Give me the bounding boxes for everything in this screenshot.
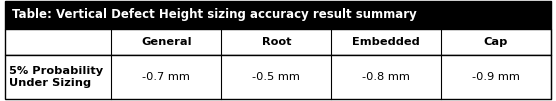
Text: General: General (141, 37, 192, 47)
Text: -0.7 mm: -0.7 mm (142, 72, 190, 82)
Bar (5, 1, 551, 29)
Text: Table: Vertical Defect Height sizing accuracy result summary: Table: Vertical Defect Height sizing acc… (12, 8, 416, 21)
Text: Root: Root (261, 37, 291, 47)
Text: Cap: Cap (484, 37, 508, 47)
Text: Embedded: Embedded (353, 37, 420, 47)
Bar (5, 29, 551, 55)
Text: -0.8 mm: -0.8 mm (363, 72, 410, 82)
Text: -0.5 mm: -0.5 mm (252, 72, 300, 82)
Bar (5, 55, 551, 99)
Text: 5% Probability
Under Sizing: 5% Probability Under Sizing (9, 66, 103, 88)
Text: -0.9 mm: -0.9 mm (472, 72, 520, 82)
